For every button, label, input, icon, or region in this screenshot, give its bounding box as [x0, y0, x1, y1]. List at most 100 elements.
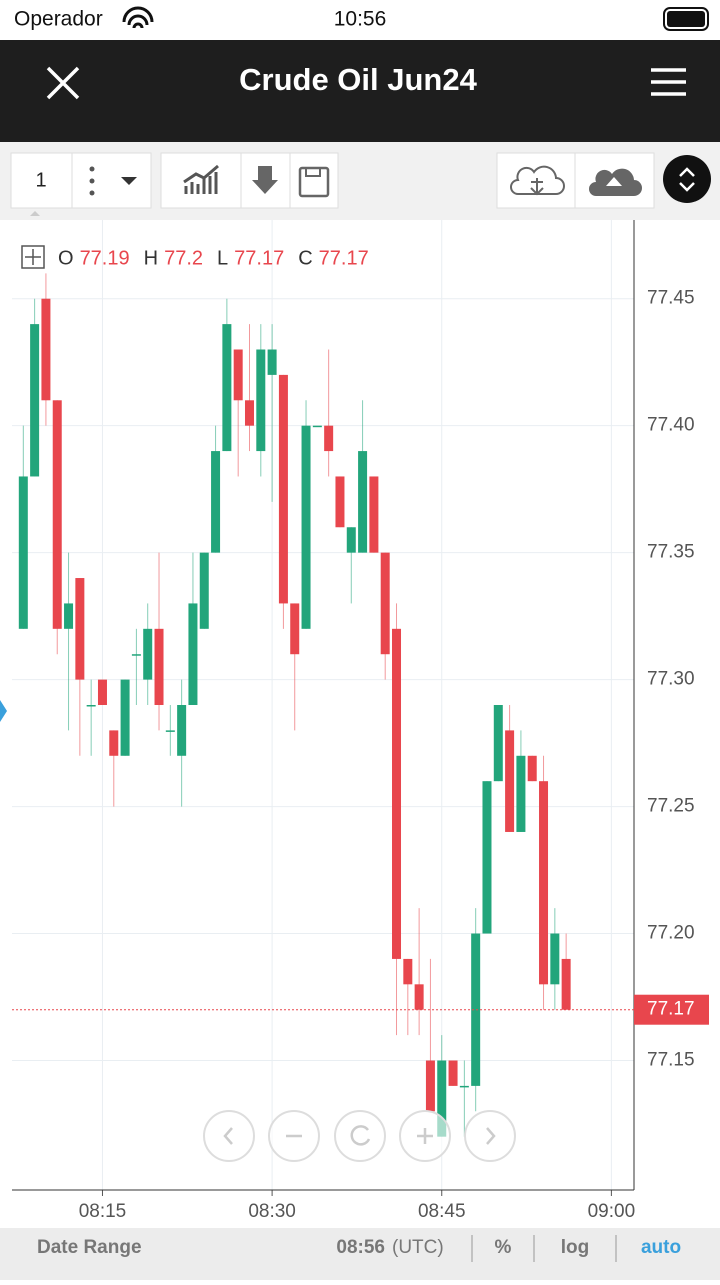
- y-tick-label: 77.45: [647, 288, 695, 309]
- candle-body: [448, 1060, 458, 1086]
- candle-body: [64, 603, 74, 629]
- candle-body: [143, 628, 153, 680]
- auto-toggle[interactable]: auto: [641, 1237, 681, 1258]
- candle-body: [30, 324, 40, 477]
- x-tick-label: 08:15: [79, 1201, 127, 1222]
- percent-toggle[interactable]: %: [495, 1237, 512, 1258]
- indicators-button[interactable]: [183, 164, 219, 194]
- collapse-arrow: [30, 211, 40, 216]
- candle-body: [188, 603, 198, 705]
- candle-body: [482, 781, 492, 934]
- dot: [89, 190, 95, 196]
- scroll-right[interactable]: [464, 1110, 516, 1162]
- candle-body: [120, 679, 130, 756]
- candle-body: [516, 755, 526, 832]
- candle-body: [392, 628, 402, 959]
- candle-body: [505, 730, 515, 832]
- x-tick-label: 09:00: [588, 1201, 636, 1222]
- candle-body: [86, 705, 96, 707]
- carrier: Operador: [14, 8, 103, 31]
- close-button[interactable]: [46, 66, 80, 100]
- candle-body: [550, 933, 560, 985]
- y-tick-label: 77.20: [647, 923, 695, 944]
- candle-body: [278, 374, 288, 604]
- log-toggle[interactable]: log: [561, 1237, 590, 1258]
- candle-body: [109, 730, 119, 756]
- x-tick-label: 08:30: [248, 1201, 296, 1222]
- cloud-load-button[interactable]: [510, 165, 565, 196]
- battery: [663, 7, 709, 31]
- candle-body: [335, 476, 345, 528]
- interval: 1: [35, 169, 46, 191]
- ohlc-key: H: [144, 247, 158, 269]
- candle-body: [131, 654, 141, 656]
- candle-body: [222, 324, 232, 452]
- toggle-button[interactable]: [663, 155, 711, 203]
- dropdown-arrow[interactable]: [121, 177, 137, 185]
- wifi-icon: [122, 6, 154, 29]
- candle-body: [403, 958, 413, 985]
- ohlc-key: L: [217, 247, 228, 269]
- x-tick-label: 08:45: [418, 1201, 466, 1222]
- candle-body: [539, 781, 549, 985]
- header-title: Crude Oil Jun24: [239, 62, 477, 97]
- candle-body: [18, 476, 28, 629]
- y-tick-label: 77.15: [647, 1050, 695, 1071]
- y-tick-label: 77.30: [647, 669, 695, 690]
- candle-body: [358, 451, 368, 553]
- candle-body: [177, 705, 187, 756]
- side-handle[interactable]: [0, 700, 7, 722]
- status-bar: [0, 0, 720, 40]
- ohlc-value: 77.17: [234, 247, 284, 269]
- candle-body: [97, 679, 107, 705]
- candle-body: [493, 705, 503, 782]
- timezone[interactable]: (UTC): [392, 1237, 444, 1258]
- ohlc-value: 77.2: [164, 247, 203, 269]
- candle-body: [471, 933, 481, 1086]
- footer-time: 08:56: [336, 1237, 385, 1258]
- menu-button[interactable]: [651, 68, 686, 96]
- candle-body: [165, 730, 175, 732]
- ohlc-value: 77.19: [80, 247, 130, 269]
- scroll-left[interactable]: [203, 1110, 255, 1162]
- dot: [89, 166, 95, 172]
- candle-body: [75, 578, 85, 680]
- cloud-arrow: [606, 177, 622, 186]
- candle-body: [211, 451, 221, 553]
- candle-body: [154, 628, 164, 705]
- candle-body: [199, 552, 209, 629]
- candle-body: [256, 349, 266, 452]
- crosshair-icon: [25, 249, 41, 265]
- last-price-label: 77.17: [647, 999, 695, 1020]
- candle-body: [41, 298, 51, 401]
- candle-body: [301, 425, 311, 629]
- candle-body: [52, 400, 62, 629]
- y-tick-label: 77.35: [647, 542, 695, 563]
- date-range[interactable]: Date Range: [37, 1237, 142, 1258]
- footer: [0, 1228, 720, 1280]
- last-price-tag: [634, 994, 709, 1025]
- battery-level: [667, 11, 705, 27]
- ohlc-legend: O 77.19 H 77.2 L 77.17 C 77.17: [58, 247, 369, 269]
- download-button[interactable]: [252, 166, 278, 194]
- candle-body: [380, 552, 390, 655]
- candle-body: [346, 527, 356, 553]
- candle-body: [244, 400, 254, 426]
- candle-body: [312, 425, 322, 428]
- nav-buttons: [203, 1110, 516, 1162]
- toggle-icon: [679, 167, 695, 192]
- clock: 10:56: [334, 8, 387, 31]
- candle-body: [267, 349, 277, 375]
- y-tick-label: 77.40: [647, 415, 695, 436]
- plot: 77.15 77.20 77.25 77.30 77.35 77.40 77.45 08:15…: [12, 220, 709, 1222]
- candle-body: [324, 425, 334, 452]
- candle-body: [437, 1060, 447, 1137]
- candle-body: [369, 476, 379, 553]
- chart-area: [11, 220, 709, 1230]
- candle-body: [233, 349, 243, 401]
- candle-body: [425, 1060, 435, 1112]
- reset[interactable]: [334, 1110, 386, 1162]
- y-tick-label: 77.25: [647, 796, 695, 817]
- candle-body: [414, 984, 424, 1010]
